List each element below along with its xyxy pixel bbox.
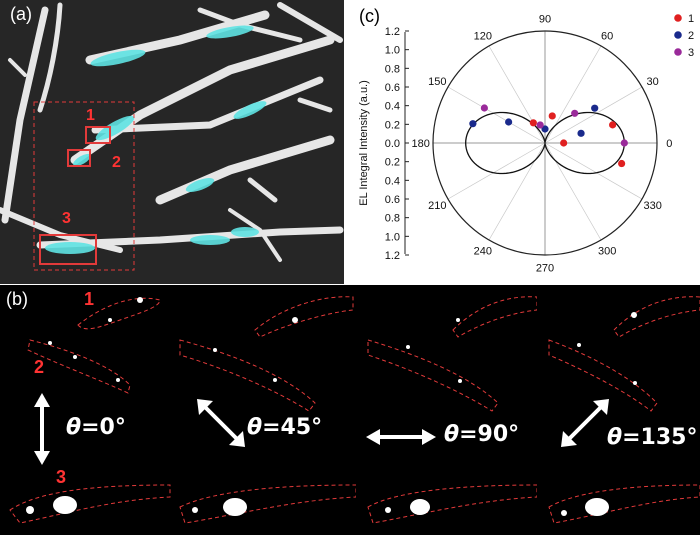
- data-point-series-1: [530, 119, 537, 126]
- fiber-label-3: 3: [56, 467, 66, 488]
- angle-tick-label: 150: [428, 76, 446, 88]
- grid-ray: [545, 46, 601, 143]
- radial-tick-label: 0.0: [385, 138, 400, 150]
- data-point-series-1: [618, 160, 625, 167]
- angle-tick-label: 330: [643, 200, 661, 212]
- legend-marker-3: [674, 48, 682, 56]
- radial-tick-label: 1.2: [385, 26, 400, 38]
- angle-tick-label: 30: [647, 76, 659, 88]
- panel-b-label: (b): [6, 289, 28, 310]
- data-point-series-1: [609, 121, 616, 128]
- legend-marker-2: [674, 31, 682, 39]
- theta-label-135: θ=135°: [607, 425, 697, 450]
- radial-tick-label: 0.2: [385, 119, 400, 131]
- grid-ray: [489, 143, 545, 240]
- angle-tick-label: 300: [598, 246, 616, 258]
- micrograph-fibers: [0, 0, 344, 284]
- data-point-series-2: [505, 118, 512, 125]
- data-point-series-2: [469, 120, 476, 127]
- legend-label-3: 3: [688, 47, 694, 59]
- theta-label-90: θ=90°: [444, 422, 519, 447]
- marker-label-3: 3: [62, 210, 71, 228]
- radial-tick-label: 0.8: [385, 213, 400, 225]
- panel-b-frames: 1 2 3 θ=0° θ=45°: [0, 285, 700, 535]
- marker-label-2: 2: [112, 154, 121, 172]
- fiber-label-1: 1: [84, 289, 94, 310]
- polarization-arrow-horizontal: [366, 429, 436, 445]
- data-point-series-3: [481, 104, 488, 111]
- polarization-arrow-vertical: [34, 393, 50, 465]
- polar-plot: 0 30 60 90 120 150 180 210 240 270 300 330 1.2 1.0 0.8…: [345, 0, 700, 284]
- data-point-series-3: [621, 139, 628, 146]
- data-point-series-2: [577, 130, 584, 137]
- radial-tick-label: 0.2: [385, 157, 400, 169]
- data-point-series-3: [537, 121, 544, 128]
- marker-label-1: 1: [86, 107, 95, 125]
- polarization-arrow-diagonal-45: [197, 399, 245, 447]
- angle-tick-label: 240: [474, 246, 492, 258]
- grid-ray: [489, 46, 545, 143]
- frame-theta-45: θ=45°: [175, 285, 356, 535]
- data-point-series-1: [560, 139, 567, 146]
- angle-tick-label: 180: [412, 138, 430, 150]
- panel-c-label: (c): [359, 6, 380, 27]
- panel-a-label: (a): [10, 4, 32, 25]
- legend-label-2: 2: [688, 30, 694, 42]
- legend-label-1: 1: [688, 13, 694, 25]
- theta-label-45: θ=45°: [247, 415, 322, 440]
- legend-marker-1: [674, 14, 682, 22]
- frame-theta-90: θ=90°: [358, 285, 537, 535]
- grid-ray: [545, 87, 642, 143]
- angle-tick-label: 210: [428, 200, 446, 212]
- grid-ray: [448, 87, 545, 143]
- theta-label-0: θ=0°: [66, 415, 126, 440]
- radial-tick-label: 0.8: [385, 63, 400, 75]
- frame-theta-0: 1 2 3 θ=0°: [0, 285, 173, 535]
- panel-a-micrograph: (a) 1 2 3: [0, 0, 344, 284]
- radial-tick-label: 1.2: [385, 250, 400, 262]
- data-point-series-2: [591, 105, 598, 112]
- data-point-series-1: [549, 112, 556, 119]
- grid-ray: [545, 143, 601, 240]
- radial-tick-label: 0.4: [385, 175, 400, 187]
- radial-tick-label: 1.0: [385, 231, 400, 243]
- angle-tick-label: 0: [666, 138, 672, 150]
- radial-tick-label: 1.0: [385, 45, 400, 57]
- fiber-label-2: 2: [34, 357, 44, 378]
- grid-ray: [448, 143, 545, 199]
- angle-tick-label: 90: [539, 14, 551, 26]
- angle-tick-label: 60: [601, 30, 613, 42]
- radial-tick-label: 0.4: [385, 101, 400, 113]
- polarization-arrow-diagonal-135: [561, 399, 609, 447]
- frame-theta-135: θ=135°: [539, 285, 700, 535]
- grid-ray: [545, 143, 642, 199]
- panel-c-polar-chart: 0 30 60 90 120 150 180 210 240 270 300 330 1.2 1.0 0.8…: [345, 0, 700, 284]
- radial-tick-label: 0.6: [385, 194, 400, 206]
- data-point-series-3: [571, 110, 578, 117]
- radial-tick-label: 0.6: [385, 82, 400, 94]
- angle-tick-label: 120: [474, 30, 492, 42]
- y-axis-label: EL Integral Intensity (a.u.): [358, 80, 370, 206]
- angle-tick-label: 270: [536, 262, 554, 274]
